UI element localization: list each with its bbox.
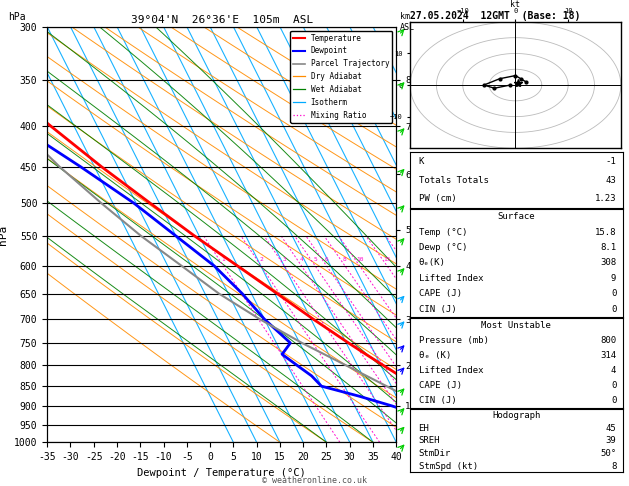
Text: 1.23: 1.23 bbox=[595, 194, 616, 203]
Text: 9: 9 bbox=[611, 274, 616, 283]
Text: 4: 4 bbox=[611, 366, 616, 375]
Text: 0: 0 bbox=[611, 289, 616, 298]
Text: hPa: hPa bbox=[8, 12, 26, 22]
Text: 0: 0 bbox=[611, 396, 616, 405]
Text: 8: 8 bbox=[343, 257, 347, 262]
Text: K: K bbox=[419, 157, 424, 166]
Text: 45: 45 bbox=[606, 424, 616, 433]
Text: 1: 1 bbox=[221, 257, 225, 262]
Text: θₑ(K): θₑ(K) bbox=[419, 259, 445, 267]
Text: 50°: 50° bbox=[600, 449, 616, 458]
Text: Surface: Surface bbox=[498, 212, 535, 221]
Text: 4: 4 bbox=[299, 257, 303, 262]
Text: Temp (°C): Temp (°C) bbox=[419, 227, 467, 237]
Text: CAPE (J): CAPE (J) bbox=[419, 289, 462, 298]
Text: EH: EH bbox=[419, 424, 430, 433]
Text: 15.8: 15.8 bbox=[595, 227, 616, 237]
Text: Lifted Index: Lifted Index bbox=[419, 366, 483, 375]
Text: 0: 0 bbox=[611, 381, 616, 390]
Text: Pressure (mb): Pressure (mb) bbox=[419, 336, 489, 345]
Text: StmSpd (kt): StmSpd (kt) bbox=[419, 462, 478, 470]
Text: 2: 2 bbox=[259, 257, 263, 262]
Text: 27.05.2024  12GMT  (Base: 18): 27.05.2024 12GMT (Base: 18) bbox=[410, 11, 581, 21]
Text: 8: 8 bbox=[611, 462, 616, 470]
Text: Most Unstable: Most Unstable bbox=[481, 321, 552, 330]
Text: Lifted Index: Lifted Index bbox=[419, 274, 483, 283]
Text: 43: 43 bbox=[606, 175, 616, 185]
X-axis label: Dewpoint / Temperature (°C): Dewpoint / Temperature (°C) bbox=[137, 468, 306, 478]
Text: StmDir: StmDir bbox=[419, 449, 451, 458]
Text: 8.1: 8.1 bbox=[600, 243, 616, 252]
Text: 800: 800 bbox=[600, 336, 616, 345]
Text: 6: 6 bbox=[325, 257, 328, 262]
Y-axis label: hPa: hPa bbox=[0, 225, 8, 244]
Text: θₑ (K): θₑ (K) bbox=[419, 351, 451, 360]
Text: 10: 10 bbox=[356, 257, 364, 262]
Text: PW (cm): PW (cm) bbox=[419, 194, 456, 203]
Text: 3: 3 bbox=[282, 257, 286, 262]
Text: CIN (J): CIN (J) bbox=[419, 396, 456, 405]
Text: -1: -1 bbox=[606, 157, 616, 166]
Text: 308: 308 bbox=[600, 259, 616, 267]
Text: Hodograph: Hodograph bbox=[493, 411, 540, 420]
Text: 314: 314 bbox=[600, 351, 616, 360]
Text: © weatheronline.co.uk: © weatheronline.co.uk bbox=[262, 476, 367, 485]
Text: 15: 15 bbox=[383, 257, 391, 262]
Text: CAPE (J): CAPE (J) bbox=[419, 381, 462, 390]
Text: 0: 0 bbox=[611, 305, 616, 313]
Text: SREH: SREH bbox=[419, 436, 440, 445]
Legend: Temperature, Dewpoint, Parcel Trajectory, Dry Adiabat, Wet Adiabat, Isotherm, Mi: Temperature, Dewpoint, Parcel Trajectory… bbox=[290, 31, 392, 122]
Text: Totals Totals: Totals Totals bbox=[419, 175, 489, 185]
Y-axis label: Mixing Ratio (g/kg): Mixing Ratio (g/kg) bbox=[431, 187, 441, 282]
Text: 5: 5 bbox=[313, 257, 317, 262]
Title: 39°04'N  26°36'E  105m  ASL: 39°04'N 26°36'E 105m ASL bbox=[131, 15, 313, 25]
X-axis label: kt: kt bbox=[511, 0, 520, 9]
Text: Dewp (°C): Dewp (°C) bbox=[419, 243, 467, 252]
Text: 39: 39 bbox=[606, 436, 616, 445]
Text: km
ASL: km ASL bbox=[400, 12, 415, 32]
Text: CIN (J): CIN (J) bbox=[419, 305, 456, 313]
